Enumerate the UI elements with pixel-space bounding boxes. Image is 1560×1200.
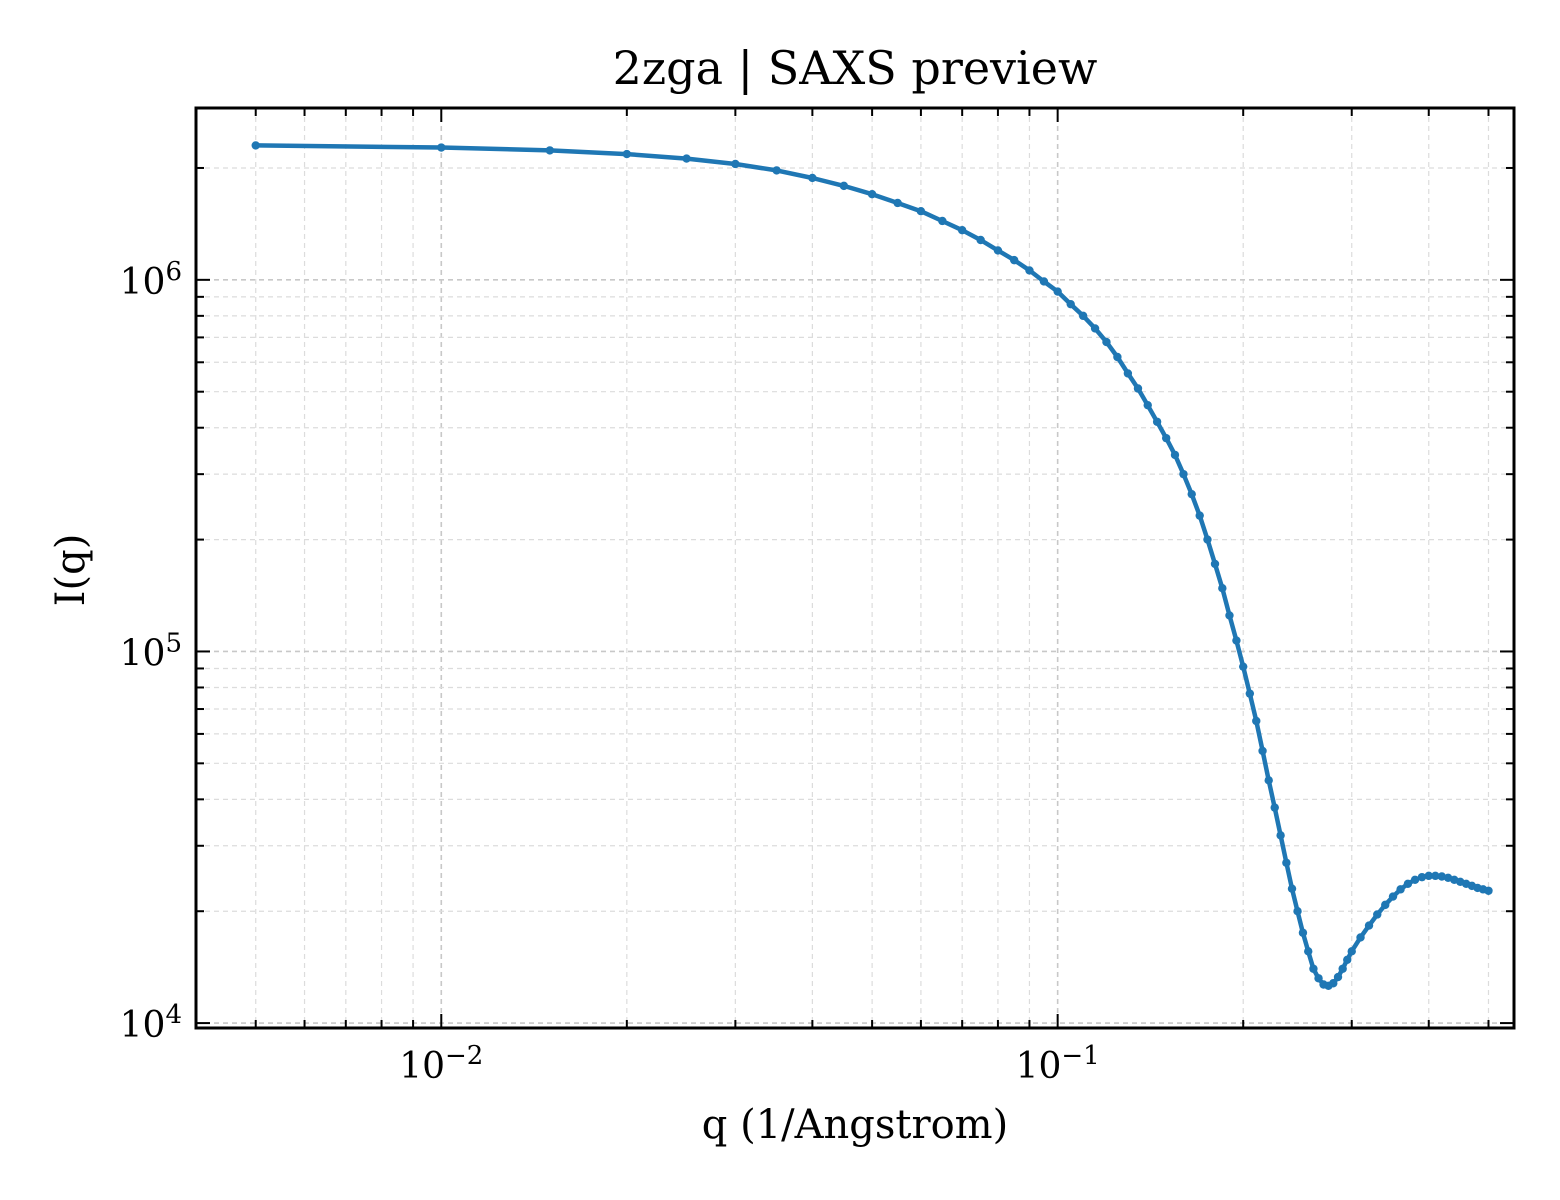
data-point bbox=[1343, 955, 1352, 965]
data-point bbox=[1258, 746, 1267, 756]
data-point bbox=[1102, 337, 1111, 347]
data-point bbox=[1410, 875, 1420, 884]
data-point bbox=[957, 226, 967, 235]
data-point bbox=[251, 141, 260, 150]
data-point bbox=[682, 154, 691, 163]
data-point bbox=[1187, 489, 1196, 499]
data-point bbox=[839, 181, 849, 191]
data-point bbox=[1203, 535, 1212, 544]
data-point bbox=[1133, 384, 1143, 393]
data-point bbox=[1431, 871, 1440, 881]
data-point bbox=[938, 216, 947, 226]
data-point bbox=[731, 159, 740, 169]
data-point bbox=[1090, 324, 1100, 333]
data-point bbox=[1388, 892, 1398, 901]
data-point bbox=[1373, 910, 1382, 919]
data-point bbox=[1424, 871, 1433, 881]
data-point bbox=[1170, 450, 1180, 460]
data-point bbox=[993, 246, 1003, 255]
data-point bbox=[1282, 858, 1291, 867]
data-point bbox=[1338, 964, 1347, 973]
y-tick-label: 106 bbox=[120, 257, 182, 303]
data-point bbox=[1309, 964, 1318, 973]
data-point bbox=[1152, 417, 1162, 426]
data-point bbox=[1143, 400, 1152, 410]
data-point bbox=[1232, 636, 1241, 645]
data-point bbox=[1333, 972, 1343, 982]
data-point bbox=[1364, 921, 1374, 930]
data-point bbox=[1245, 689, 1255, 698]
data-point bbox=[976, 235, 985, 245]
ticks: 10−2 10−1 104 105 106 bbox=[120, 108, 1514, 1087]
data-point bbox=[1039, 277, 1049, 286]
data-point bbox=[1113, 352, 1122, 362]
data-point bbox=[1417, 872, 1427, 882]
data-point bbox=[893, 198, 902, 208]
data-point bbox=[1276, 831, 1285, 840]
data-point bbox=[545, 146, 555, 155]
data-point bbox=[1009, 255, 1019, 265]
grid bbox=[195, 108, 1514, 1028]
data-point bbox=[1298, 928, 1308, 937]
data-point bbox=[1078, 311, 1088, 321]
data-point bbox=[1123, 369, 1133, 378]
data-point bbox=[1066, 299, 1075, 309]
data-point bbox=[808, 173, 817, 183]
chart-title: 2zga | SAXS preview bbox=[613, 41, 1098, 95]
x-axis-label: q (1/Angstrom) bbox=[702, 1102, 1008, 1148]
axes-frame bbox=[194, 106, 1516, 1030]
data-point bbox=[772, 166, 781, 175]
data-point bbox=[1264, 776, 1273, 785]
data-point bbox=[1225, 611, 1234, 620]
data-point bbox=[1025, 266, 1034, 275]
data-point bbox=[1161, 433, 1171, 443]
data-point bbox=[1293, 907, 1302, 916]
data-point bbox=[1329, 979, 1338, 988]
data-point bbox=[916, 207, 926, 216]
y-tick-label: 104 bbox=[120, 1000, 182, 1046]
x-tick-label: 10−1 bbox=[1016, 1041, 1100, 1087]
data-point bbox=[1396, 885, 1405, 894]
data-point bbox=[1484, 886, 1493, 895]
data-point bbox=[1403, 879, 1413, 889]
data-point bbox=[1287, 884, 1297, 893]
y-tick-label: 105 bbox=[120, 628, 182, 674]
data-point bbox=[1218, 583, 1227, 593]
data-point bbox=[1179, 469, 1188, 479]
data-point bbox=[437, 143, 446, 152]
data-point bbox=[867, 189, 877, 199]
data-point bbox=[1210, 559, 1220, 569]
x-tick-label: 10−2 bbox=[399, 1041, 483, 1087]
data-point bbox=[1270, 803, 1279, 812]
data-point bbox=[622, 149, 632, 159]
data-point bbox=[1437, 872, 1447, 881]
data-point bbox=[1314, 974, 1323, 983]
data-point bbox=[1347, 947, 1356, 956]
data-point bbox=[1304, 947, 1313, 956]
data-point bbox=[1252, 716, 1261, 726]
data-point bbox=[1195, 511, 1204, 520]
data-point bbox=[1239, 662, 1248, 671]
data-point bbox=[1381, 900, 1390, 910]
series-layer bbox=[251, 141, 1493, 990]
y-axis-label: I(q) bbox=[48, 534, 94, 607]
data-point bbox=[1356, 933, 1365, 942]
data-point bbox=[1053, 287, 1062, 296]
